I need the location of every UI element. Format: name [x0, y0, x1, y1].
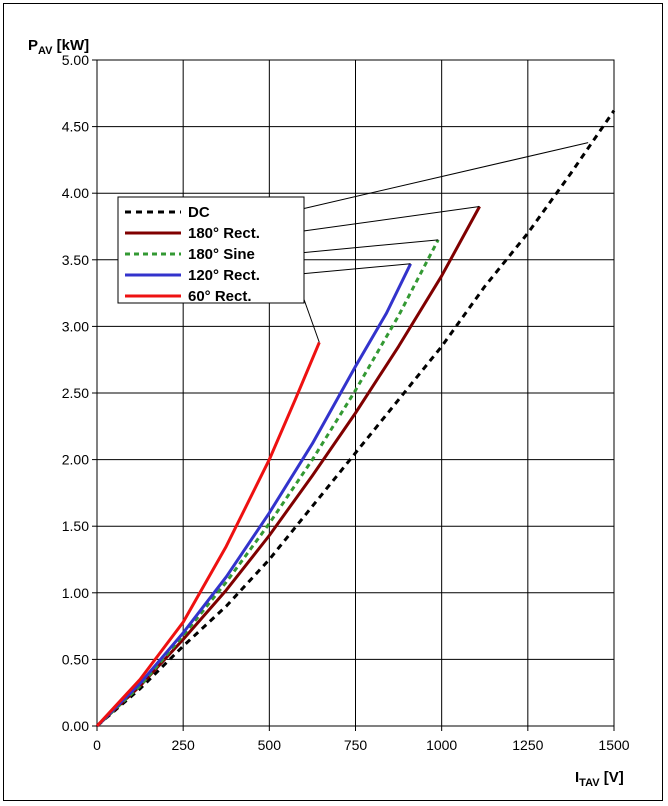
y-tick-label: 4.00 [62, 185, 89, 201]
y-tick-label: 3.00 [62, 318, 89, 334]
x-tick-label: 1500 [598, 737, 629, 753]
leader-line-0 [288, 142, 589, 213]
legend-label-1: 180° Rect. [188, 225, 260, 242]
y-axis-label: PAV [kW] [28, 37, 89, 57]
y-tick-label: 5.00 [62, 52, 89, 68]
legend-label-0: DC [188, 204, 210, 221]
leader-line-2 [288, 239, 439, 255]
series-line-0 [96, 109, 616, 728]
leader-line-3 [288, 263, 411, 276]
x-axis-ticks: 0 250 500 750 1000 1250 1500 [93, 726, 630, 753]
legend-label-4: 60° Rect. [188, 288, 252, 305]
x-axis-label: ITAV [V] [575, 769, 624, 789]
series-line-3 [95, 263, 412, 728]
y-axis-ticks: 0.00 0.50 1.00 1.50 2.00 2.50 3.00 3.50 4.00 4.50… [62, 52, 97, 734]
y-tick-label: 1.50 [62, 518, 89, 534]
legend-label-3: 120° Rect. [188, 267, 260, 284]
x-tick-label: 1000 [426, 737, 457, 753]
legend: DC 180° Rect. 180° Sine 120° Rect. 60° Rect. [117, 196, 305, 305]
series-lines [95, 109, 616, 728]
x-tick-label: 750 [344, 737, 368, 753]
y-tick-label: 0.00 [62, 718, 89, 734]
y-tick-label: 0.50 [62, 651, 89, 667]
legend-leader-lines [288, 142, 589, 343]
x-tick-label: 500 [258, 737, 282, 753]
x-tick-label: 250 [171, 737, 195, 753]
series-line-4 [95, 341, 321, 728]
leader-line-1 [288, 206, 480, 234]
y-tick-label: 1.00 [62, 585, 89, 601]
x-tick-label: 1250 [512, 737, 543, 753]
x-tick-label: 0 [93, 737, 101, 753]
legend-box [117, 196, 305, 304]
legend-label-2: 180° Sine [188, 246, 255, 263]
y-tick-label: 4.50 [62, 119, 89, 135]
chart-frame [3, 3, 663, 801]
y-tick-label: 3.50 [62, 252, 89, 268]
y-tick-label: 2.50 [62, 385, 89, 401]
y-tick-label: 2.00 [62, 452, 89, 468]
